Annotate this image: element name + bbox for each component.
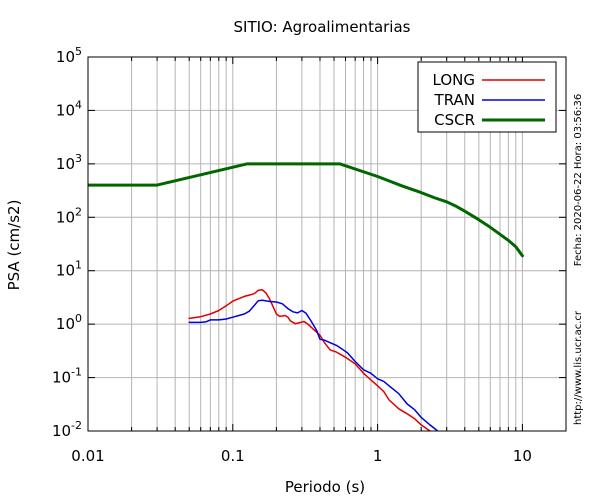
y-tick-base: 10: [56, 48, 75, 66]
timestamp-label: Fecha: 2020-06-22 Hora: 03:56:36: [573, 94, 584, 267]
y-tick-exponent: 0: [75, 312, 82, 325]
y-tick-label: 100: [56, 312, 82, 333]
y-tick-exponent: 1: [75, 259, 82, 272]
y-tick-base: 10: [56, 262, 75, 280]
x-tick-label: 0.1: [221, 447, 245, 465]
y-tick-base: 10: [52, 369, 71, 387]
y-tick-exponent: 2: [75, 205, 82, 218]
grid: [87, 56, 567, 432]
y-tick-label: 10-1: [52, 366, 82, 387]
y-tick-base: 10: [52, 422, 71, 440]
x-tick-label: 10: [513, 447, 532, 465]
y-tick-exponent: -2: [71, 419, 82, 432]
x-tick-label: 0.01: [71, 447, 104, 465]
x-tick-label: 1: [373, 447, 383, 465]
y-axis-label: PSA (cm/s2): [5, 200, 23, 291]
y-tick-base: 10: [56, 101, 75, 119]
plot-frame: [87, 56, 567, 432]
series-line-tran: [188, 299, 439, 431]
x-axis-label: Periodo (s): [285, 478, 365, 496]
y-tick-base: 10: [56, 155, 75, 173]
y-tick-label: 102: [56, 205, 82, 226]
series-line-cscr: [88, 162, 524, 258]
website-label: http://www.lis.ucr.ac.cr: [573, 310, 584, 425]
legend-label-tran: TRAN: [434, 91, 475, 109]
legend: LONG TRAN CSCR: [417, 61, 557, 133]
series-line-long: [188, 289, 431, 431]
legend-entries: LONG TRAN CSCR: [433, 71, 545, 129]
y-tick-label: 105: [56, 45, 82, 66]
legend-label-cscr: CSCR: [434, 111, 475, 129]
y-tick-label: 10-2: [52, 419, 82, 440]
legend-label-long: LONG: [433, 71, 475, 89]
x-tick-labels: 0.01 0.1 1 10: [71, 447, 532, 465]
y-tick-label: 104: [56, 98, 82, 119]
chart-title: SITIO: Agroalimentarias: [234, 18, 411, 36]
y-tick-label: 103: [56, 152, 82, 173]
tick-marks: [87, 56, 567, 432]
y-tick-exponent: -1: [71, 366, 82, 379]
series-layer: [88, 162, 524, 431]
y-tick-exponent: 4: [75, 98, 82, 111]
y-tick-exponent: 3: [75, 152, 82, 165]
y-tick-label: 101: [56, 259, 82, 280]
y-tick-base: 10: [56, 315, 75, 333]
y-tick-base: 10: [56, 208, 75, 226]
y-tick-exponent: 5: [75, 45, 82, 58]
